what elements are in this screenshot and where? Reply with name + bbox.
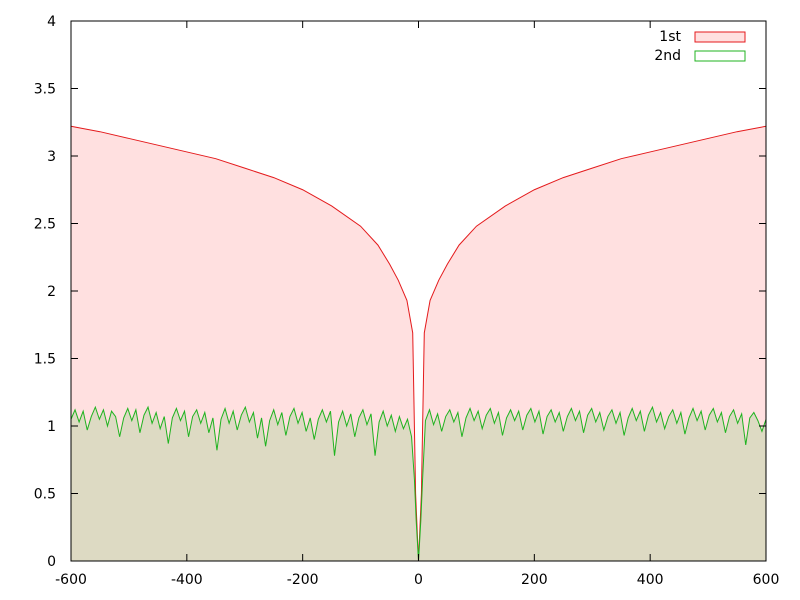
y-tick-label: 0	[47, 554, 56, 570]
x-tick-label: -200	[287, 572, 319, 588]
y-tick-label: 3	[47, 149, 56, 165]
x-tick-label: 200	[521, 572, 548, 588]
y-tick-label: 3.5	[34, 82, 56, 98]
series-area-2nd	[71, 407, 766, 561]
x-tick-label: 0	[414, 572, 423, 588]
y-tick-label: 2	[47, 284, 56, 300]
y-tick-label: 1.5	[34, 352, 56, 368]
y-tick-label: 2.5	[34, 217, 56, 233]
series-layer	[70, 125, 767, 562]
axis-layer: -600 -400 -200 0 200 400 600 0 0.5 1 1.5 2 2.5 3 3.5 4	[34, 14, 780, 588]
x-tick-label: -600	[55, 572, 87, 588]
y-tick-label: 1	[47, 419, 56, 435]
legend-swatch-1st	[694, 31, 746, 43]
x-tick-label: 600	[753, 572, 780, 588]
y-tick-label: 4	[47, 14, 56, 30]
x-tick-label: -400	[171, 572, 203, 588]
legend: 1st 2nd	[654, 29, 746, 64]
y-tick-label: 0.5	[34, 487, 56, 503]
legend-label-1st: 1st	[659, 29, 681, 45]
series-area-1st	[71, 126, 766, 562]
x-tick-label: 400	[637, 572, 664, 588]
legend-label-2nd: 2nd	[654, 48, 681, 64]
legend-swatch-2nd	[694, 50, 746, 62]
